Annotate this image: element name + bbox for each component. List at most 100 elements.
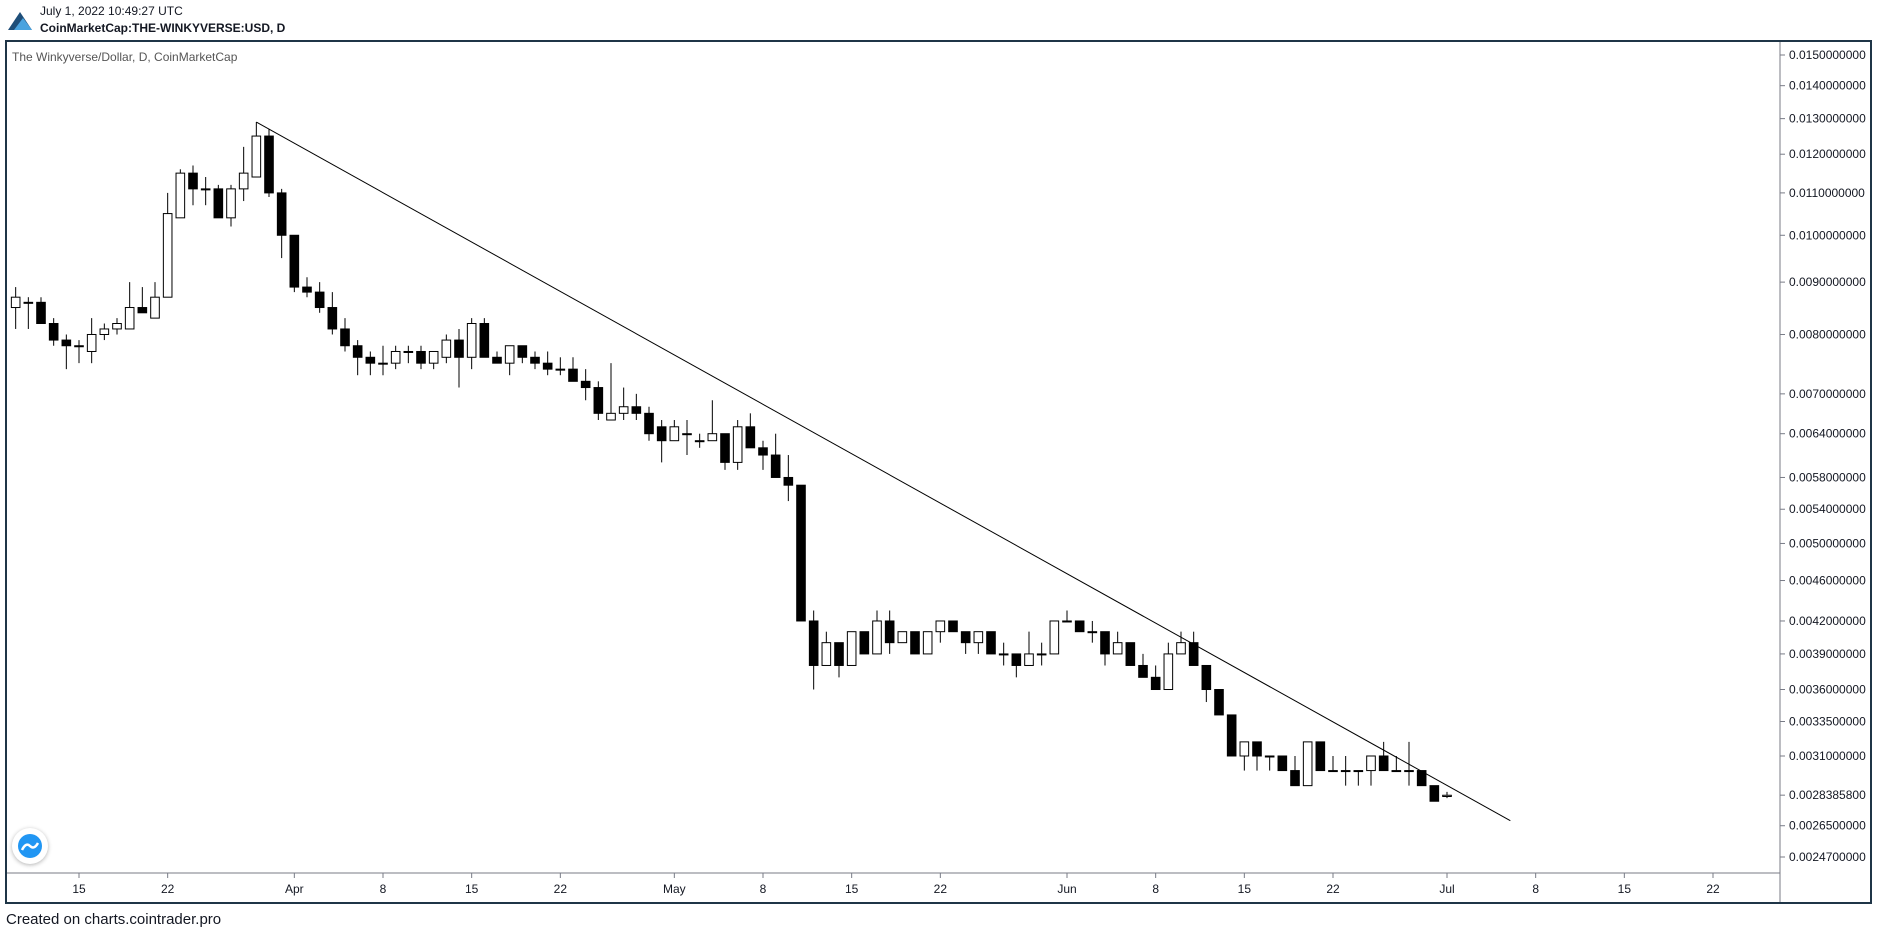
candle[interactable]	[175, 169, 186, 219]
candle[interactable]	[1366, 755, 1376, 786]
candle[interactable]	[1239, 741, 1250, 771]
candle[interactable]	[1442, 791, 1452, 799]
candle[interactable]	[770, 433, 781, 478]
candle[interactable]	[238, 146, 249, 202]
trendline[interactable]	[256, 121, 1511, 822]
time-axis[interactable]: 15 22 Apr 8 15 22 May 8 15 22 Jun 8 15 22 Jul 8 15 22	[7, 872, 1780, 896]
candle[interactable]	[150, 282, 160, 319]
candle[interactable]	[517, 345, 528, 364]
candle[interactable]	[1315, 741, 1326, 772]
candle[interactable]	[1100, 631, 1110, 666]
candle[interactable]	[1353, 770, 1364, 786]
candle[interactable]	[1163, 642, 1174, 691]
candle[interactable]	[606, 363, 616, 421]
candle[interactable]	[745, 413, 756, 449]
candle[interactable]	[859, 631, 870, 655]
candle[interactable]	[162, 192, 173, 298]
candle[interactable]	[1188, 631, 1199, 666]
candle[interactable]	[720, 433, 730, 470]
candle[interactable]	[1112, 631, 1123, 655]
trendline-layer[interactable]	[256, 121, 1511, 822]
candle[interactable]	[568, 357, 578, 382]
candle[interactable]	[555, 357, 566, 376]
candle[interactable]	[1264, 755, 1275, 771]
candle[interactable]	[1328, 755, 1338, 773]
candle[interactable]	[796, 484, 806, 622]
candle[interactable]	[1226, 714, 1237, 757]
candle[interactable]	[1391, 755, 1402, 773]
candle[interactable]	[631, 393, 642, 421]
candle[interactable]	[352, 340, 363, 376]
candle[interactable]	[922, 631, 933, 655]
candle[interactable]	[580, 369, 591, 401]
candle[interactable]	[973, 631, 984, 654]
candle[interactable]	[1150, 665, 1161, 691]
candle[interactable]	[10, 287, 21, 329]
candle[interactable]	[428, 350, 439, 370]
candle[interactable]	[492, 351, 502, 364]
candle[interactable]	[1011, 653, 1022, 678]
candle[interactable]	[340, 318, 350, 352]
candle[interactable]	[1049, 620, 1060, 655]
candle[interactable]	[23, 297, 34, 329]
candle[interactable]	[74, 340, 84, 364]
candle[interactable]	[960, 631, 971, 654]
candle[interactable]	[935, 620, 946, 643]
chart-frame[interactable]	[5, 40, 1872, 904]
candle[interactable]	[1302, 741, 1313, 787]
candle[interactable]	[466, 318, 477, 370]
candle[interactable]	[682, 420, 692, 456]
candle[interactable]	[1252, 741, 1262, 771]
candle[interactable]	[1290, 755, 1300, 787]
candle[interactable]	[732, 420, 743, 470]
candle[interactable]	[479, 318, 490, 358]
candle[interactable]	[1074, 620, 1085, 633]
candle[interactable]	[644, 406, 654, 441]
candle[interactable]	[403, 345, 414, 364]
candle[interactable]	[276, 188, 287, 259]
candle[interactable]	[846, 631, 857, 666]
candle[interactable]	[872, 610, 882, 655]
candle[interactable]	[327, 292, 338, 335]
candle[interactable]	[264, 129, 274, 197]
candle[interactable]	[226, 184, 236, 227]
candle[interactable]	[302, 277, 312, 298]
candle[interactable]	[656, 420, 667, 463]
candle[interactable]	[213, 184, 224, 219]
candle[interactable]	[1087, 620, 1098, 643]
candle[interactable]	[365, 351, 376, 376]
candle[interactable]	[948, 620, 958, 633]
candle[interactable]	[99, 323, 110, 341]
candle[interactable]	[707, 400, 718, 442]
candle[interactable]	[314, 282, 325, 313]
candle[interactable]	[1277, 755, 1288, 772]
candle[interactable]	[124, 282, 135, 330]
candle[interactable]	[1214, 689, 1224, 716]
candle[interactable]	[86, 318, 97, 364]
candle[interactable]	[542, 351, 553, 376]
candle[interactable]	[910, 631, 920, 655]
candle[interactable]	[834, 642, 844, 678]
candle[interactable]	[897, 631, 908, 644]
candle[interactable]	[1062, 610, 1072, 623]
candle[interactable]	[289, 234, 300, 293]
candle[interactable]	[137, 287, 148, 314]
candle[interactable]	[530, 351, 540, 370]
candle[interactable]	[441, 334, 452, 364]
candle[interactable]	[454, 328, 464, 388]
candle[interactable]	[694, 433, 705, 448]
candle[interactable]	[1176, 631, 1186, 655]
candle[interactable]	[504, 345, 515, 376]
candle[interactable]	[1340, 755, 1351, 786]
candle[interactable]	[808, 610, 819, 690]
tradingview-badge-icon[interactable]	[12, 828, 48, 864]
candle[interactable]	[48, 318, 59, 346]
candle[interactable]	[112, 318, 122, 335]
candle[interactable]	[61, 334, 72, 370]
candle[interactable]	[1024, 631, 1034, 666]
candle[interactable]	[390, 345, 401, 370]
candle[interactable]	[998, 642, 1009, 666]
candle[interactable]	[188, 165, 198, 206]
candle[interactable]	[1201, 664, 1212, 703]
